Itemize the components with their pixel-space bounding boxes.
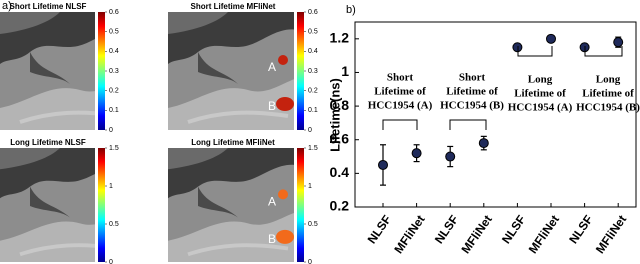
spot-a bbox=[278, 55, 288, 65]
colorbar-tick-label: 1.5 bbox=[308, 145, 318, 152]
y-tick-label: 0.6 bbox=[330, 130, 350, 146]
point bbox=[613, 37, 624, 48]
colorbar-tick-label: 0.1 bbox=[109, 107, 119, 114]
colorbar-tick-label: 0.1 bbox=[308, 107, 318, 114]
annotation: Lifetime of bbox=[374, 86, 426, 98]
x-tick-label: NLSF bbox=[566, 213, 595, 247]
colorbar-tick-label: 0 bbox=[308, 259, 312, 264]
annotation: Long bbox=[596, 74, 621, 86]
y-tick-label: 1 bbox=[341, 63, 349, 79]
y-tick-label: 0.4 bbox=[330, 164, 350, 180]
image bbox=[0, 148, 126, 262]
y-tick-label: 1.2 bbox=[330, 30, 350, 46]
bracket bbox=[517, 46, 553, 57]
colorbar bbox=[98, 148, 105, 262]
tissue bbox=[168, 12, 294, 130]
point bbox=[512, 42, 523, 53]
colorbar-tick-label: 0 bbox=[109, 127, 113, 134]
annotation: HCC1954 (B) bbox=[576, 102, 640, 114]
spot-b bbox=[276, 97, 294, 111]
annotation: Lifetime of bbox=[582, 88, 634, 100]
image-title: Short Lifetime NLSF bbox=[10, 2, 87, 11]
colorbar-tick-label: 0.6 bbox=[109, 9, 119, 16]
colorbar-tick-label: 0.4 bbox=[308, 48, 318, 55]
annotation: Long bbox=[528, 74, 553, 86]
plot-frame bbox=[354, 21, 637, 208]
spot-a bbox=[278, 189, 288, 200]
region-label: A bbox=[268, 60, 276, 74]
spot-b bbox=[276, 229, 294, 244]
colorbar bbox=[98, 12, 105, 130]
colorbar-tick-label: 0.5 bbox=[308, 221, 318, 228]
bracket bbox=[382, 119, 418, 130]
annotation: HCC1954 (A) bbox=[368, 100, 433, 112]
x-tick-label: MFliNet bbox=[391, 213, 427, 257]
annotation: Short bbox=[387, 72, 414, 84]
x-tick-label: MFliNet bbox=[593, 213, 629, 257]
tissue bbox=[168, 148, 294, 262]
colorbar-tick-label: 1 bbox=[109, 183, 113, 190]
colorbar-tick-label: 0.5 bbox=[109, 29, 119, 36]
colorbar-tick-label: 0.5 bbox=[109, 221, 119, 228]
colorbar-tick-label: 1.5 bbox=[109, 145, 119, 152]
colorbar bbox=[297, 148, 304, 262]
x-tick-label: MFliNet bbox=[526, 213, 562, 257]
bracket bbox=[584, 46, 623, 57]
annotation: HCC1954 (B) bbox=[440, 100, 504, 112]
point bbox=[445, 151, 456, 162]
colorbar-tick-label: 0.3 bbox=[109, 68, 119, 75]
region-label: B bbox=[268, 232, 276, 246]
colorbar-tick-label: 1 bbox=[308, 183, 312, 190]
region-label: B bbox=[268, 99, 276, 113]
y-axis-label: Lifetime(ns) bbox=[327, 78, 342, 152]
annotation: Lifetime of bbox=[446, 86, 498, 98]
x-tick-label: NLSF bbox=[499, 213, 528, 247]
x-tick-label: MFliNet bbox=[459, 213, 495, 257]
spot-a bbox=[110, 55, 120, 65]
tissue bbox=[0, 148, 95, 262]
x-tick-label: NLSF bbox=[365, 213, 394, 247]
colorbar-tick-label: 0.3 bbox=[308, 68, 318, 75]
point bbox=[478, 138, 489, 149]
colorbar-tick-label: 0 bbox=[308, 127, 312, 134]
colorbar-tick-label: 0.2 bbox=[109, 88, 119, 95]
spot-a bbox=[110, 189, 120, 199]
colorbar-tick-label: 0.5 bbox=[308, 29, 318, 36]
x-tick-label: NLSF bbox=[432, 213, 461, 247]
colorbar-tick-label: 0.4 bbox=[109, 48, 119, 55]
point bbox=[546, 33, 556, 44]
spot-b bbox=[108, 230, 126, 244]
point bbox=[411, 148, 422, 159]
image-title: Long Lifetime MFliNet bbox=[191, 138, 275, 147]
panel-label: b) bbox=[346, 4, 356, 16]
image-title: Long Lifetime NLSF bbox=[10, 138, 86, 147]
colorbar-tick-label: 0 bbox=[109, 259, 113, 264]
image bbox=[168, 12, 294, 130]
annotation: HCC1954 (A) bbox=[508, 102, 573, 114]
colorbar bbox=[297, 12, 304, 130]
annotation: Lifetime of bbox=[514, 88, 566, 100]
bracket bbox=[449, 119, 487, 130]
image-title: Short Lifetime MFliNet bbox=[191, 2, 276, 11]
annotation: Short bbox=[459, 72, 486, 84]
panel-label: a) bbox=[2, 0, 12, 12]
point bbox=[378, 159, 388, 170]
y-tick-label: 0.2 bbox=[330, 198, 350, 214]
image bbox=[168, 148, 294, 262]
colorbar-tick-label: 0.6 bbox=[308, 9, 318, 16]
colorbar-tick-label: 0.2 bbox=[308, 88, 318, 95]
y-tick-label: 0.8 bbox=[330, 97, 350, 113]
region-label: A bbox=[268, 194, 276, 208]
